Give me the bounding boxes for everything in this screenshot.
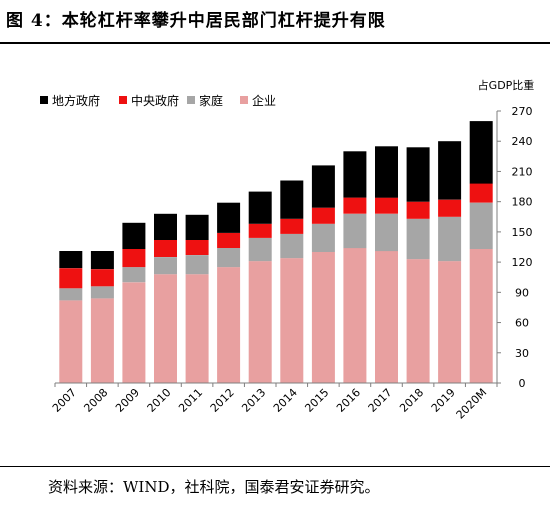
legend-swatch: [187, 96, 195, 104]
chart-legend: 地方政府 中央政府 家庭 企业: [40, 93, 276, 108]
figure-title: 图 4：本轮杠杆率攀升中居民部门杠杆提升有限: [6, 11, 386, 31]
x-tick-label: 2007: [50, 386, 79, 415]
bar-2007-series-0: [59, 300, 83, 383]
y-tick-label: 180: [512, 196, 533, 209]
bar-2014-series-0: [280, 258, 304, 383]
x-tick-label: 2020M: [454, 386, 490, 422]
bar-2016-series-1: [343, 213, 367, 249]
y-tick-label: 240: [512, 135, 533, 148]
x-tick-label: 2009: [113, 386, 142, 415]
x-tick-label: 2019: [429, 386, 458, 415]
x-tick-label: 2018: [397, 386, 426, 415]
bar-2007-series-1: [59, 288, 83, 301]
bar-2011-series-1: [185, 255, 209, 275]
bar-2010-series-0: [154, 274, 177, 383]
bar-2008-series-2: [90, 269, 114, 287]
bar-2018-series-0: [406, 259, 430, 383]
bar-2011-series-2: [185, 239, 209, 255]
x-tick-label: 2014: [271, 386, 300, 415]
bar-2020M-series-1: [469, 202, 493, 249]
bar-group: [59, 121, 493, 383]
bar-2017-series-1: [375, 213, 398, 252]
bar-2019-series-1: [438, 216, 462, 262]
bar-2013-series-3: [248, 191, 272, 224]
bar-2012-series-1: [217, 248, 241, 268]
y-axis-unit-label: 占GDP比重: [478, 78, 535, 92]
x-tick-label: 2010: [145, 386, 174, 415]
y-tick-label: 120: [512, 256, 533, 269]
bar-2012-series-2: [217, 232, 241, 248]
bar-2009-series-3: [122, 222, 146, 249]
legend-label: 企业: [252, 93, 276, 108]
bar-2008-series-1: [90, 286, 114, 299]
bar-2017-series-2: [375, 197, 398, 214]
bar-2018-series-2: [406, 201, 430, 219]
bar-2015-series-1: [311, 223, 335, 252]
y-tick-label: 270: [512, 105, 533, 118]
bar-2010-series-2: [154, 239, 177, 257]
bar-2007-series-2: [59, 268, 83, 289]
bar-2012-series-3: [217, 202, 241, 233]
bar-2013-series-1: [248, 237, 272, 262]
x-axis: 2007 2008 2009 2010 2011 2012 2013 2014 2015 2016…: [50, 382, 498, 422]
bar-2009-series-1: [122, 267, 146, 283]
bar-2016-series-0: [343, 248, 367, 383]
legend-swatch: [40, 96, 48, 104]
legend-label: 地方政府: [52, 93, 100, 108]
bar-2013-series-2: [248, 223, 272, 238]
bottom-rule: [0, 466, 550, 467]
bar-2017-series-3: [375, 146, 398, 198]
bar-2008-series-0: [90, 298, 114, 383]
x-tick-label: 2012: [208, 386, 237, 415]
bar-2020M-series-3: [469, 121, 493, 184]
x-tick-label: 2013: [239, 386, 268, 415]
bar-2017-series-0: [375, 251, 398, 383]
x-tick-label: 2008: [81, 386, 110, 415]
legend-swatch: [240, 96, 248, 104]
bar-2009-series-2: [122, 249, 146, 268]
bar-2013-series-0: [248, 261, 272, 383]
bar-2018-series-1: [406, 218, 430, 260]
top-rule: [0, 42, 550, 44]
y-axis: 0 30 60 90 120 150 180 210 240 270: [496, 105, 533, 390]
bar-2007-series-3: [59, 251, 83, 269]
x-tick-label: 2017: [366, 386, 395, 415]
bar-2015-series-0: [311, 252, 335, 383]
bar-2010-series-1: [154, 257, 177, 275]
bar-2019-series-0: [438, 261, 462, 383]
x-tick-label: 2016: [334, 386, 363, 415]
bar-2015-series-3: [311, 165, 335, 208]
legend-label: 家庭: [199, 93, 223, 108]
bar-2018-series-3: [406, 147, 430, 202]
bar-2014-series-1: [280, 233, 304, 259]
bar-2012-series-0: [217, 267, 241, 383]
bar-2016-series-2: [343, 197, 367, 214]
y-tick-label: 60: [515, 317, 529, 330]
bar-2015-series-2: [311, 207, 335, 224]
stacked-bar-chart: 地方政府 中央政府 家庭 企业 占GDP比重 2007 2008 2009 2010 2011…: [40, 78, 535, 422]
bar-2014-series-2: [280, 218, 304, 234]
bar-2019-series-3: [438, 141, 462, 200]
bar-2020M-series-2: [469, 183, 493, 203]
y-tick-label: 90: [515, 286, 529, 299]
y-tick-label: 150: [512, 226, 533, 239]
bar-2009-series-0: [122, 282, 146, 383]
legend-label: 中央政府: [131, 93, 179, 108]
bar-2019-series-2: [438, 199, 462, 217]
bar-2011-series-0: [185, 274, 209, 383]
source-note: 资料来源：WIND，社科院，国泰君安证券研究。: [48, 478, 380, 496]
x-tick-label: 2011: [176, 386, 205, 415]
bar-2020M-series-0: [469, 249, 493, 383]
bar-2010-series-3: [154, 213, 177, 240]
legend-swatch: [119, 96, 127, 104]
y-tick-label: 30: [515, 347, 529, 360]
x-tick-label: 2015: [302, 386, 331, 415]
bar-2014-series-3: [280, 180, 304, 219]
bar-2016-series-3: [343, 151, 367, 198]
bar-2008-series-3: [90, 251, 114, 270]
y-tick-label: 0: [519, 377, 526, 390]
y-tick-label: 210: [512, 165, 533, 178]
bar-2011-series-3: [185, 214, 209, 240]
